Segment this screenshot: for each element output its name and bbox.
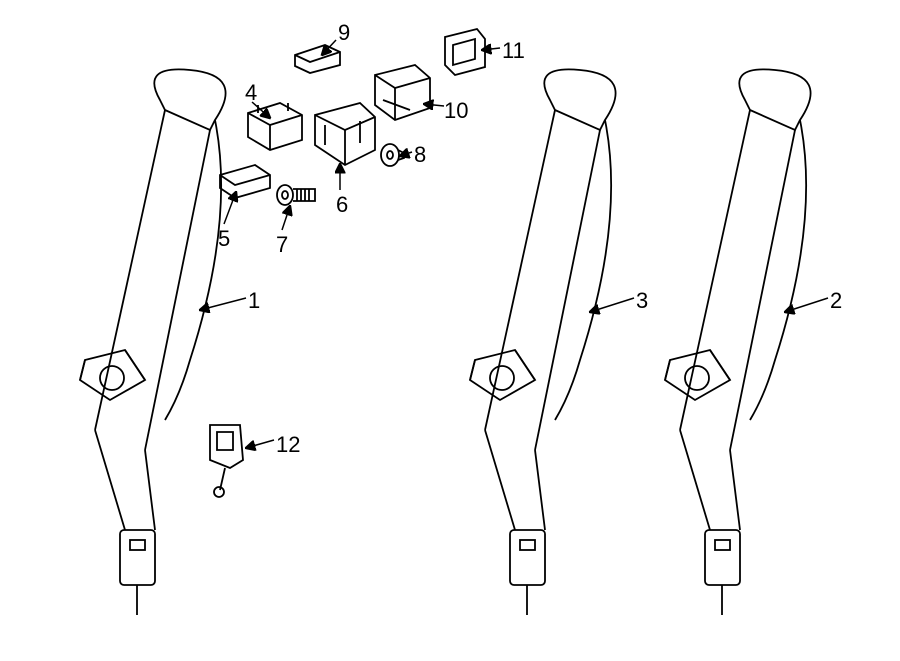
callout-9: 9 (338, 20, 350, 46)
callout-10: 10 (444, 98, 468, 124)
callout-6: 6 (336, 192, 348, 218)
callout-7: 7 (276, 232, 288, 258)
diagram-stage: 1 2 3 4 5 6 7 8 9 10 11 12 (0, 0, 900, 661)
callout-3: 3 (636, 288, 648, 314)
callout-5: 5 (218, 226, 230, 252)
callout-4: 4 (245, 80, 257, 106)
callout-11: 11 (502, 38, 525, 64)
callout-2: 2 (830, 288, 842, 314)
callout-1: 1 (248, 288, 260, 314)
callout-12: 12 (276, 432, 300, 458)
callout-8: 8 (414, 142, 426, 168)
